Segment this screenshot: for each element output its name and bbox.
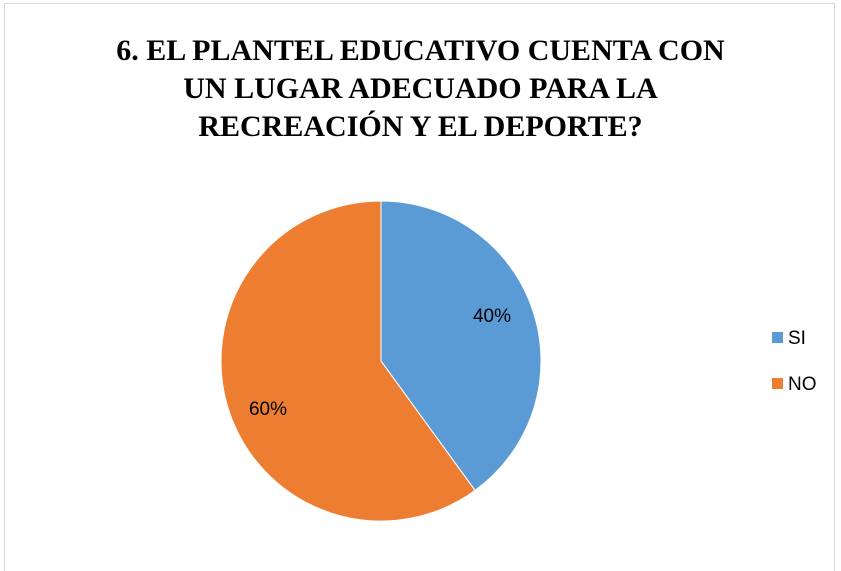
pie-slice-si xyxy=(380,200,542,492)
data-label-si: 40% xyxy=(473,306,511,327)
data-label-no: 60% xyxy=(249,399,287,420)
legend-label-si: SI xyxy=(788,328,806,349)
legend-swatch-no xyxy=(772,378,783,389)
chart-title: 6. EL PLANTEL EDUCATIVO CUENTA CON UN LU… xyxy=(116,34,725,143)
legend-label-no: NO xyxy=(788,374,817,395)
pie-slice-no xyxy=(220,200,476,522)
legend-swatch-si xyxy=(772,332,783,343)
